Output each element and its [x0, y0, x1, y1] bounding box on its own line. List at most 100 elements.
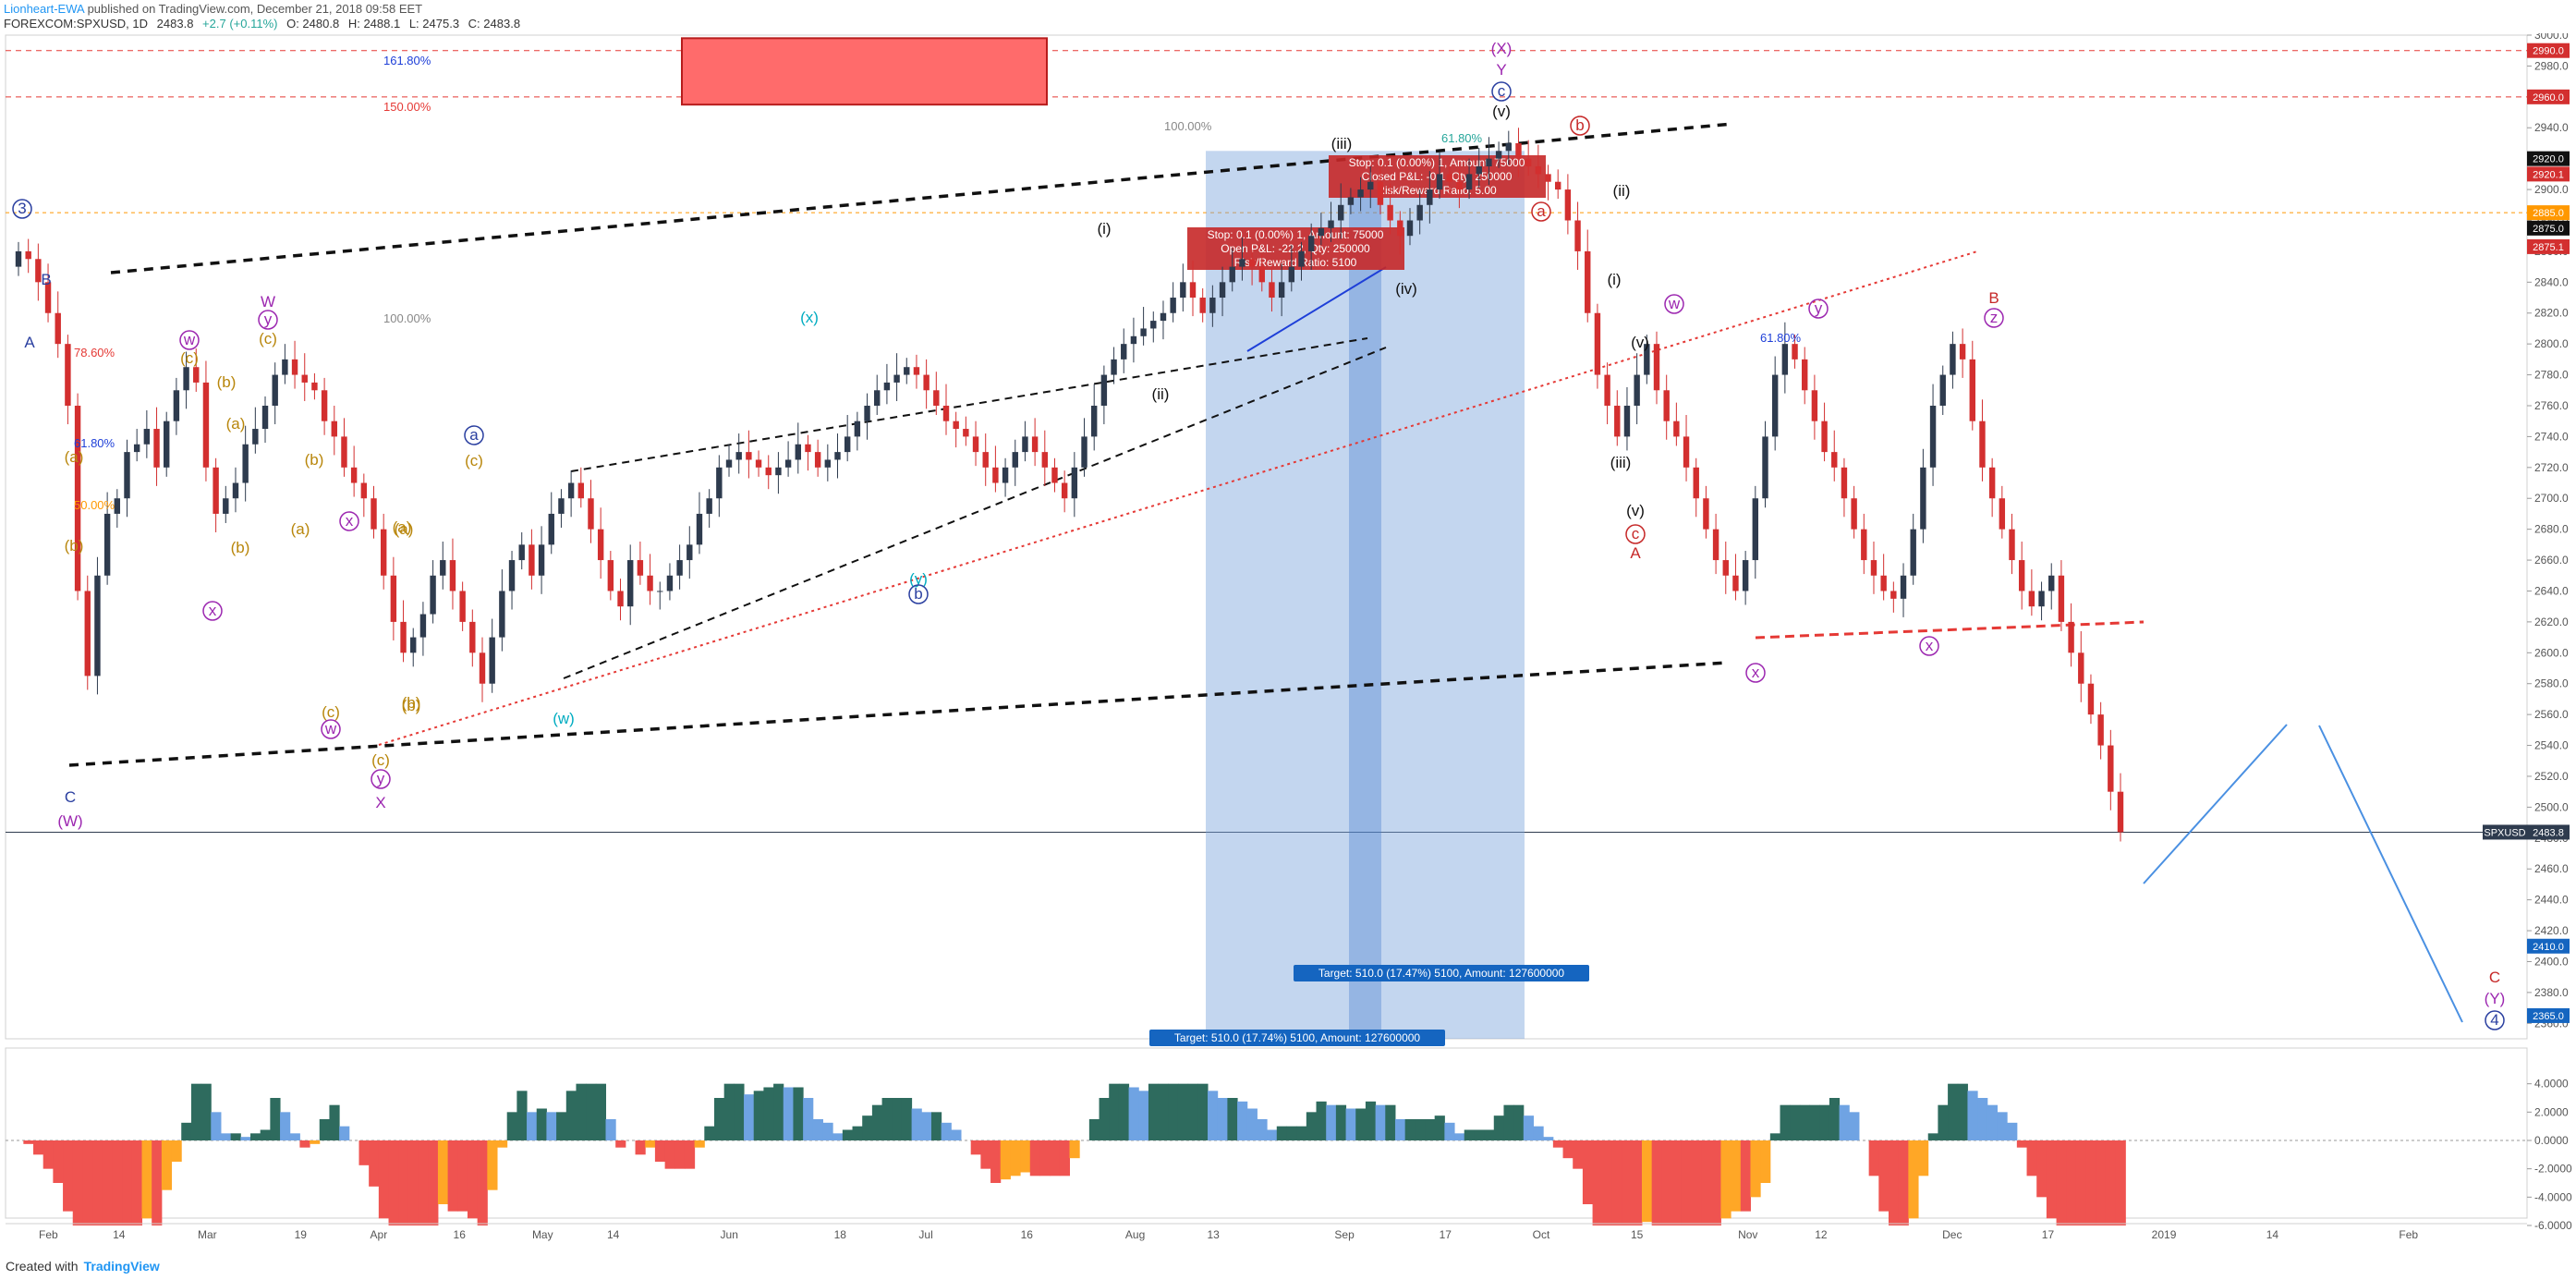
- price-badge-text: 2483.8: [2533, 827, 2564, 838]
- candle-body: [479, 652, 486, 684]
- candle: [321, 377, 328, 435]
- candle: [1090, 384, 1098, 451]
- candle: [1950, 331, 1956, 389]
- publish-line: Lionheart-EWA published on TradingView.c…: [4, 2, 526, 17]
- wave-text: (b): [217, 373, 237, 391]
- price-badge-bg: [2527, 238, 2570, 254]
- macd-bar: [141, 1140, 152, 1219]
- candle-body: [400, 621, 407, 653]
- macd-bar: [1474, 1129, 1485, 1140]
- macd-bar: [339, 1126, 350, 1140]
- wave-text: (c): [322, 703, 340, 721]
- candle-body: [291, 359, 298, 375]
- candle-body: [1554, 181, 1561, 190]
- candle-body: [1574, 220, 1581, 251]
- candle: [94, 556, 101, 695]
- macd-bar: [803, 1098, 814, 1140]
- wave-label: (W): [57, 812, 82, 830]
- candle: [706, 489, 712, 528]
- macd-bar: [1780, 1104, 1791, 1140]
- candle-body: [449, 560, 456, 591]
- author-link[interactable]: Lionheart-EWA: [4, 2, 84, 16]
- candle-body: [577, 482, 585, 499]
- wave-label: z: [1984, 308, 2004, 328]
- time-tick-label: 19: [295, 1228, 308, 1241]
- macd-bar: [2036, 1140, 2047, 1198]
- macd-bar: [2066, 1140, 2077, 1225]
- macd-bar: [2026, 1140, 2037, 1176]
- price-badge-prefix-bg: [2483, 824, 2527, 840]
- candle: [1456, 169, 1463, 209]
- price-badge-bg: [2527, 938, 2570, 954]
- fib-label: 61.80%: [1760, 331, 1802, 345]
- candle: [1988, 457, 1996, 518]
- macd-bar: [1878, 1140, 1889, 1212]
- macd-bar: [1651, 1140, 1662, 1225]
- candle: [627, 544, 634, 626]
- wave-text: y: [1815, 299, 1823, 317]
- wave-label: (b): [231, 539, 250, 556]
- candle: [597, 507, 604, 579]
- candle-body: [687, 544, 693, 561]
- candle-body: [784, 459, 792, 468]
- macd-bar: [299, 1140, 310, 1148]
- macd-bar: [2075, 1140, 2087, 1225]
- candle-body: [44, 282, 52, 313]
- candle-body: [1821, 421, 1828, 453]
- candle: [430, 560, 436, 624]
- wave-text: b: [914, 585, 922, 603]
- candle: [1288, 245, 1295, 292]
- price-badge-text: 2920.0: [2533, 154, 2564, 165]
- candle: [1248, 250, 1256, 286]
- candle-body: [1367, 181, 1374, 190]
- candle-body: [755, 459, 762, 468]
- candle-body: [1979, 421, 1986, 468]
- wave-label: Y: [1496, 61, 1506, 79]
- candle-body: [489, 637, 495, 684]
- chart-canvas[interactable]: Stop: 0.1 (0.00%) 1, Amount: 75000Closed…: [0, 33, 2576, 1262]
- macd-bar: [1543, 1137, 1554, 1140]
- candle: [1841, 457, 1848, 518]
- macd-bar: [1710, 1140, 1721, 1225]
- candle-body: [558, 498, 565, 514]
- macd-bar: [793, 1087, 804, 1140]
- macd-bar: [369, 1140, 380, 1187]
- candle: [617, 579, 624, 621]
- fib-label: 161.80%: [383, 54, 431, 67]
- candle-body: [1594, 312, 1601, 375]
- candle-body: [143, 429, 151, 445]
- wave-label: (a): [291, 520, 310, 538]
- candle: [400, 600, 407, 663]
- candle: [1465, 158, 1473, 200]
- wave-circle: [2485, 1010, 2505, 1030]
- candle: [883, 363, 891, 405]
- candle-body: [1209, 298, 1216, 313]
- candle-body: [94, 575, 101, 677]
- candle-body: [1722, 560, 1729, 576]
- price-tick-label: 2660.0: [2534, 554, 2569, 567]
- candle: [341, 418, 347, 477]
- macd-bar: [1088, 1119, 1100, 1140]
- wave-label: (i): [1097, 220, 1111, 238]
- macd-bar: [1227, 1098, 1238, 1140]
- tradingview-logo[interactable]: TradingView: [83, 1259, 160, 1274]
- wave-circle: [1625, 524, 1646, 544]
- candle-body: [1328, 220, 1334, 228]
- target-badge: Target: 510.0 (17.74%) 5100, Amount: 127…: [1149, 1030, 1445, 1046]
- macd-bar: [635, 1140, 646, 1155]
- macd-bar: [398, 1140, 409, 1225]
- candle-body: [1535, 166, 1542, 175]
- wave-label: x: [1919, 636, 1939, 656]
- wave-label: (X): [1491, 40, 1513, 57]
- macd-bar: [1602, 1140, 1613, 1225]
- candle: [2097, 701, 2104, 760]
- candle: [1100, 365, 1108, 425]
- macd-bar: [1010, 1140, 1021, 1176]
- candle: [1140, 307, 1147, 346]
- macd-bar: [280, 1112, 291, 1140]
- candle: [567, 470, 575, 518]
- candle: [1969, 340, 1975, 431]
- time-tick-label: 15: [1631, 1228, 1644, 1241]
- trend-line: [110, 122, 1733, 274]
- macd-bar: [546, 1112, 557, 1140]
